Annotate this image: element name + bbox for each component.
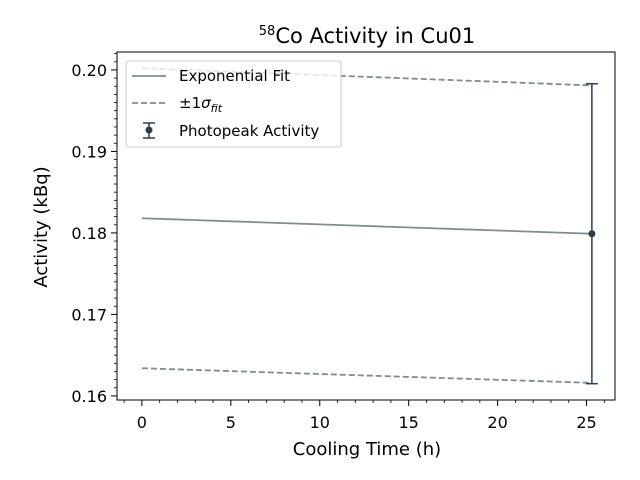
legend-box [125,60,342,148]
x-axis-label: Cooling Time (h) [293,439,441,460]
y-axis-label: Activity (kBq) [31,166,52,287]
y-tick-label: 0.20 [71,61,107,80]
exponential-fit-line [141,217,592,235]
y-tick-label: 0.19 [71,142,107,161]
legend-points-label: Photopeak Activity [179,122,319,140]
title-text: Co Activity in Cu01 [275,24,475,48]
y-tick-label: 0.16 [71,387,107,406]
legend-fit-label: Exponential Fit [179,67,290,85]
legend-band-sub: fit [211,102,223,115]
x-tick-label: 10 [310,413,330,432]
y-tick-label: 0.17 [71,305,107,324]
legend-band-prefix: ±1 [179,94,201,112]
y-tick-label: 0.18 [71,224,107,243]
x-tick-label: 20 [487,413,507,432]
photopeak-point [588,230,596,238]
legend-points-marker [145,126,153,134]
legend-points-swatch [143,122,155,139]
x-tick-label: 0 [137,413,147,432]
legend: Exponential Fit ±1σfit Photopeak Activit… [125,60,342,148]
fit-lower-bound-line [141,367,592,384]
title-isotope-mass: 58 [259,24,276,39]
x-tick-label: 25 [576,413,596,432]
x-tick-label: 5 [226,413,236,432]
plot-area-frame [116,51,616,401]
y-axis-ticks: 0.16 0.17 0.18 0.19 0.20 [71,53,117,406]
legend-band-label: ±1σfit [179,94,223,115]
x-axis-ticks: 0 5 10 15 20 25 [123,400,605,432]
x-tick-label: 15 [399,413,419,432]
legend-band-sigma: σ [201,94,211,112]
chart-title: 58Co Activity in Cu01 [259,24,475,48]
